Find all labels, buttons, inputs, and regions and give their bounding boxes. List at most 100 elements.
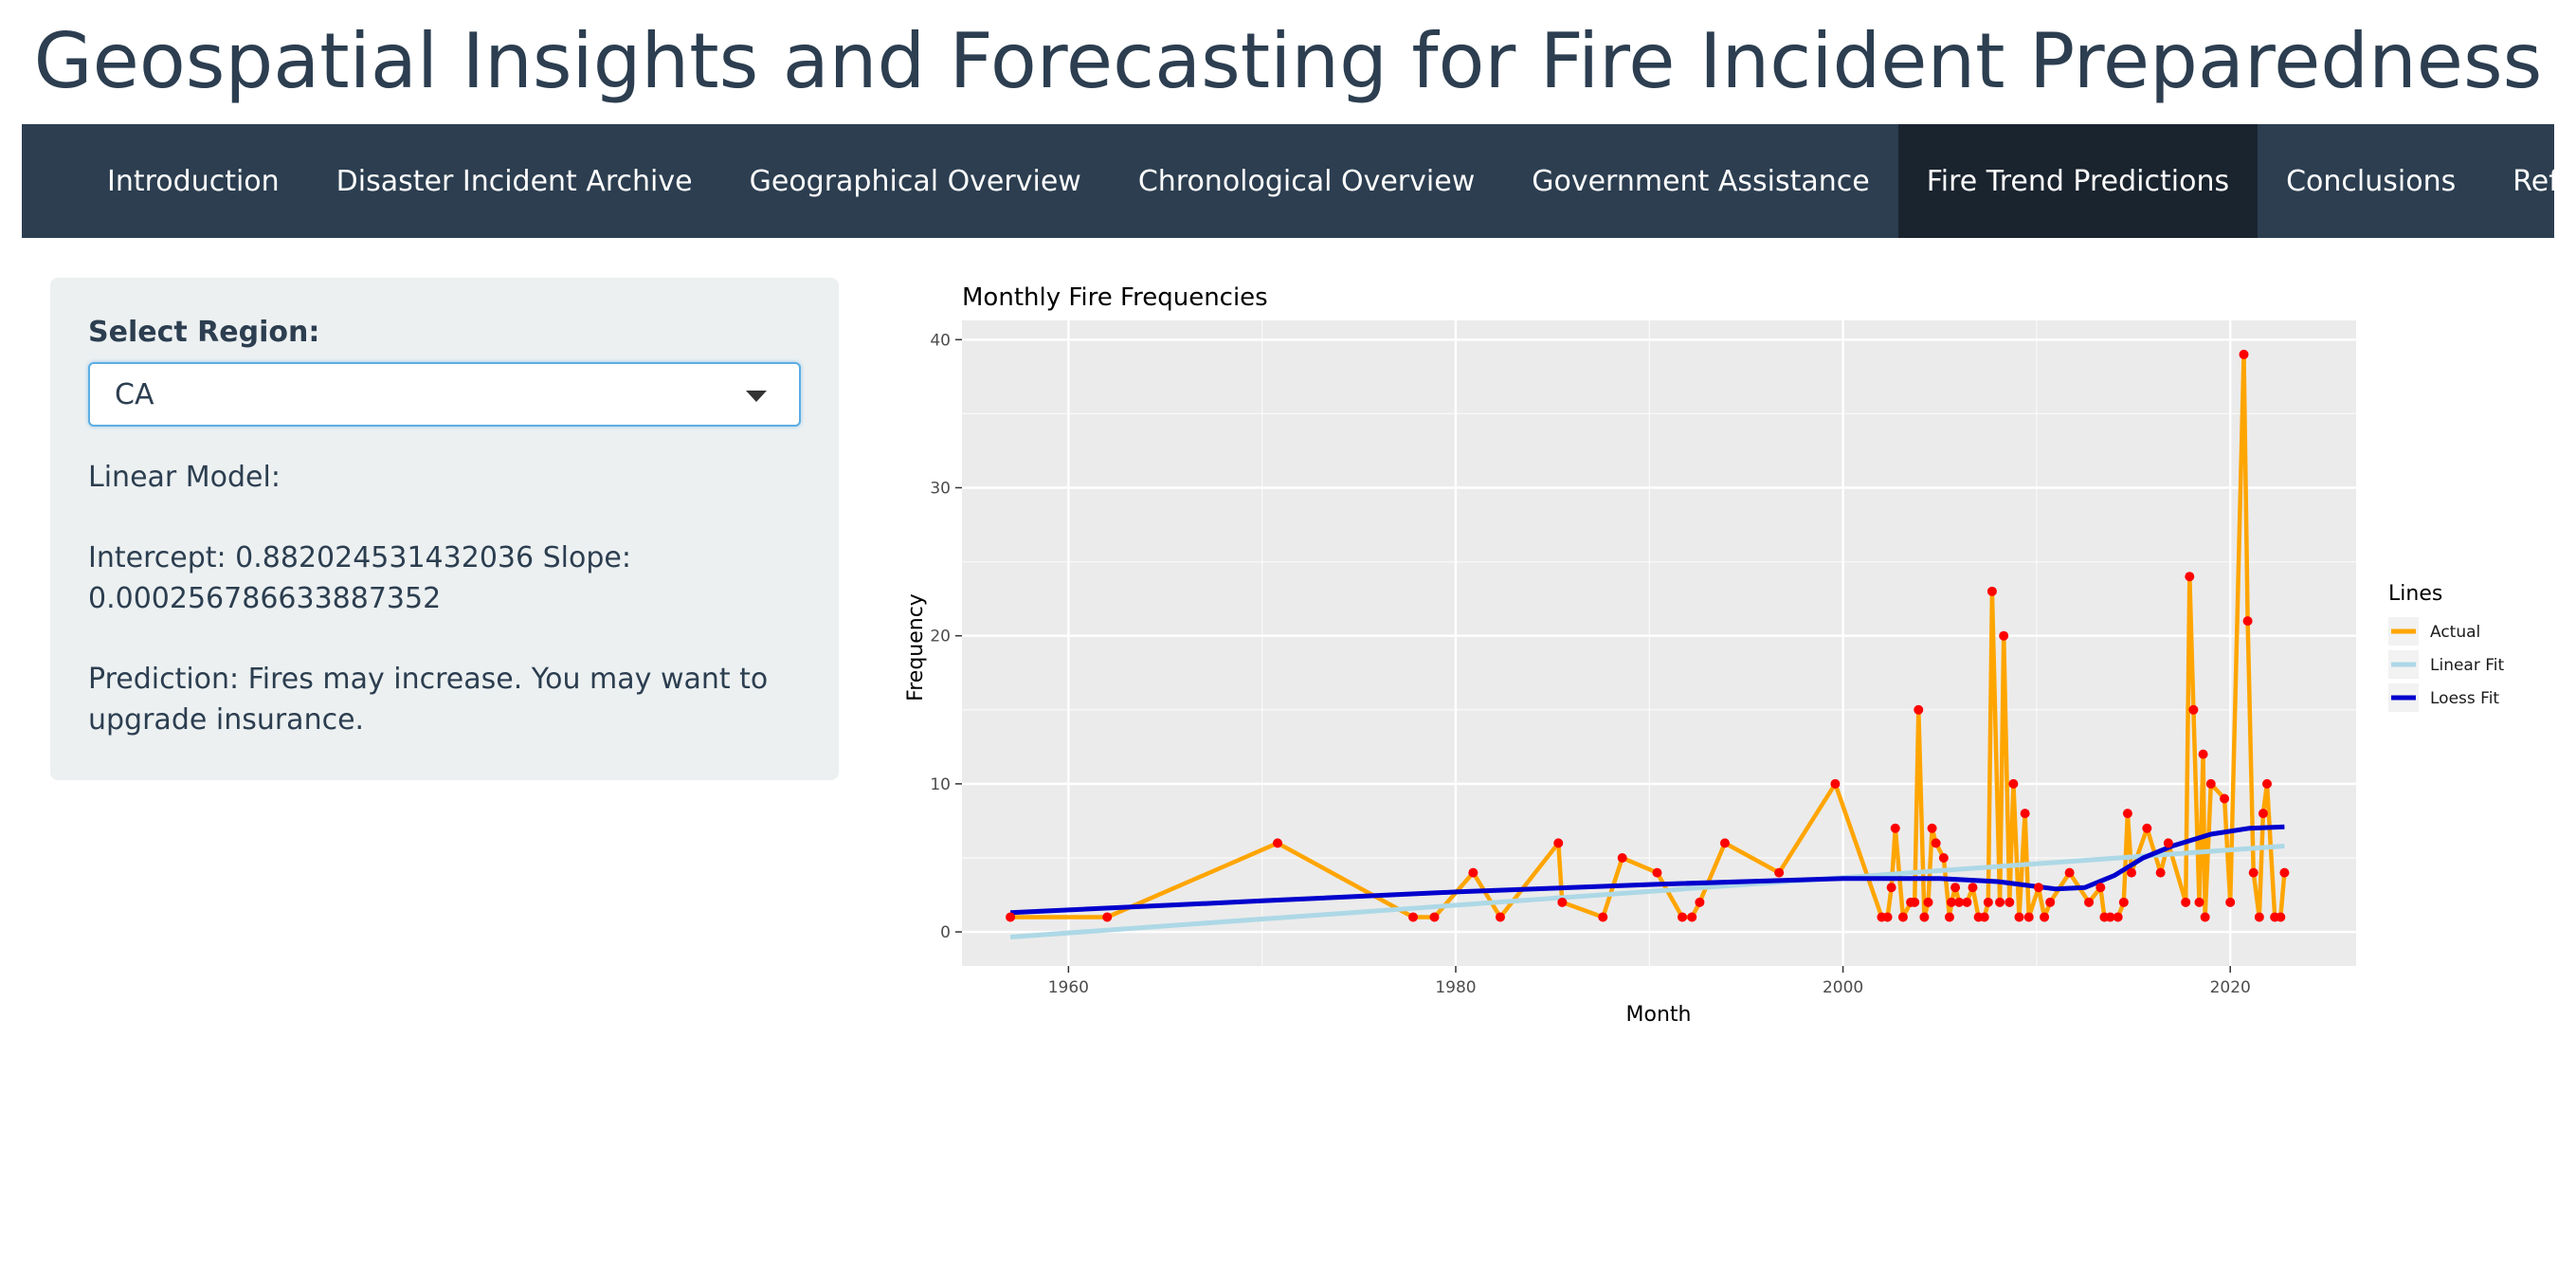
data-point xyxy=(1719,838,1730,848)
tab-fire-trend-predictions[interactable]: Fire Trend Predictions xyxy=(1897,124,2259,238)
data-point xyxy=(2188,704,2199,715)
data-point xyxy=(1408,912,1419,922)
data-point xyxy=(1927,823,1937,833)
data-point xyxy=(1919,912,1930,922)
data-point xyxy=(1882,912,1893,922)
data-point xyxy=(1652,867,1662,878)
legend-label-linear-fit: Linear Fit xyxy=(2430,656,2505,675)
y-tick-label: 30 xyxy=(930,479,951,498)
x-axis: 1960 1980 2000 2020 xyxy=(1048,966,2251,997)
data-point xyxy=(2200,912,2210,922)
prediction-text: Prediction: Fires may increase. You may … xyxy=(88,663,769,737)
data-point xyxy=(1962,897,1972,907)
x-tick-label: 2020 xyxy=(2210,978,2251,997)
data-point xyxy=(1914,704,1924,715)
data-point xyxy=(2118,897,2129,907)
data-point xyxy=(1986,586,1997,596)
data-point xyxy=(2225,897,2236,907)
grid-minor xyxy=(962,320,2356,966)
data-point xyxy=(1617,852,1627,863)
tab-introduction[interactable]: Introduction xyxy=(107,164,280,198)
caret-down-icon xyxy=(746,391,767,402)
data-point xyxy=(2242,616,2253,627)
data-point xyxy=(2163,838,2173,848)
tab-reference[interactable]: Reference xyxy=(2513,164,2576,198)
data-point xyxy=(2279,867,2290,878)
data-point xyxy=(1429,912,1440,922)
linear-model-label: Linear Model: xyxy=(88,461,281,494)
tab-disaster-incident-archive[interactable]: Disaster Incident Archive xyxy=(336,164,693,198)
tab-geographical-overview[interactable]: Geographical Overview xyxy=(749,164,1081,198)
data-point xyxy=(2064,867,2075,878)
data-point xyxy=(1954,897,1965,907)
data-point xyxy=(1910,897,1920,907)
y-tick-label: 20 xyxy=(930,628,951,647)
y-tick-label: 10 xyxy=(930,775,951,794)
data-point xyxy=(1553,838,1564,848)
monthly-fire-frequency-chart: Monthly Fire Frequencies 1960 1980 2000 202… xyxy=(904,283,2505,1027)
series-layer xyxy=(1006,349,2290,939)
data-point xyxy=(2040,912,2050,922)
data-point xyxy=(1968,883,1978,893)
data-point xyxy=(1006,912,1016,922)
data-point xyxy=(2185,572,2195,582)
data-point xyxy=(1468,867,1478,878)
data-point xyxy=(1774,867,1785,878)
data-point xyxy=(1923,897,1933,907)
data-point xyxy=(1830,778,1841,789)
tab-chronological-overview[interactable]: Chronological Overview xyxy=(1137,164,1476,198)
region-select-value: CA xyxy=(115,377,154,411)
data-point xyxy=(1678,912,1688,922)
data-point xyxy=(1495,912,1505,922)
data-point xyxy=(2155,867,2166,878)
data-point xyxy=(2198,749,2208,759)
data-point xyxy=(1983,897,1993,907)
data-point xyxy=(2095,883,2106,893)
legend-label-loess-fit: Loess Fit xyxy=(2430,689,2499,708)
series-linear-fit-line xyxy=(1009,844,2285,939)
x-tick-label: 1960 xyxy=(1048,978,1089,997)
chart-title: Monthly Fire Frequencies xyxy=(962,283,1268,312)
data-point xyxy=(1557,897,1568,907)
data-point xyxy=(2023,912,2034,922)
data-point xyxy=(1931,838,1941,848)
data-point xyxy=(2113,912,2123,922)
legend-label-actual: Actual xyxy=(2430,623,2480,642)
data-point xyxy=(2005,897,2015,907)
data-point xyxy=(2239,349,2249,359)
y-tick-label: 0 xyxy=(940,923,951,942)
data-point xyxy=(2181,897,2191,907)
region-select[interactable]: CA xyxy=(88,362,801,427)
series-loess-fit-line xyxy=(1009,824,2285,916)
tab-conclusions[interactable]: Conclusions xyxy=(2286,164,2457,198)
app-title: Geospatial Insights and Forecasting for … xyxy=(33,17,2543,105)
data-point xyxy=(2220,793,2230,804)
data-point xyxy=(2276,912,2286,922)
data-point xyxy=(2105,912,2115,922)
data-point xyxy=(2122,809,2132,819)
data-point xyxy=(2205,778,2216,789)
tab-government-assistance[interactable]: Government Assistance xyxy=(1532,164,1870,198)
data-point xyxy=(2258,809,2268,819)
data-point xyxy=(2020,809,2030,819)
data-point xyxy=(2142,823,2152,833)
data-point xyxy=(1102,912,1113,922)
data-point xyxy=(1950,883,1961,893)
data-point xyxy=(1979,912,1989,922)
data-point xyxy=(1999,630,2009,641)
data-point xyxy=(2084,897,2095,907)
legend: Lines Actual Linear Fit Loess Fit xyxy=(2388,582,2505,712)
data-point xyxy=(1890,823,1900,833)
data-point xyxy=(1886,883,1896,893)
sidebar-panel: Select Region: CA Linear Model: Intercep… xyxy=(50,278,839,780)
data-point xyxy=(2127,867,2137,878)
data-point xyxy=(2194,897,2204,907)
data-point xyxy=(2262,778,2273,789)
data-point xyxy=(1995,897,2005,907)
data-point xyxy=(1938,852,1949,863)
data-point xyxy=(2008,778,2019,789)
data-point xyxy=(2045,897,2056,907)
data-point xyxy=(2033,883,2043,893)
data-point xyxy=(1695,897,1705,907)
x-axis-title: Month xyxy=(1626,1003,1692,1027)
